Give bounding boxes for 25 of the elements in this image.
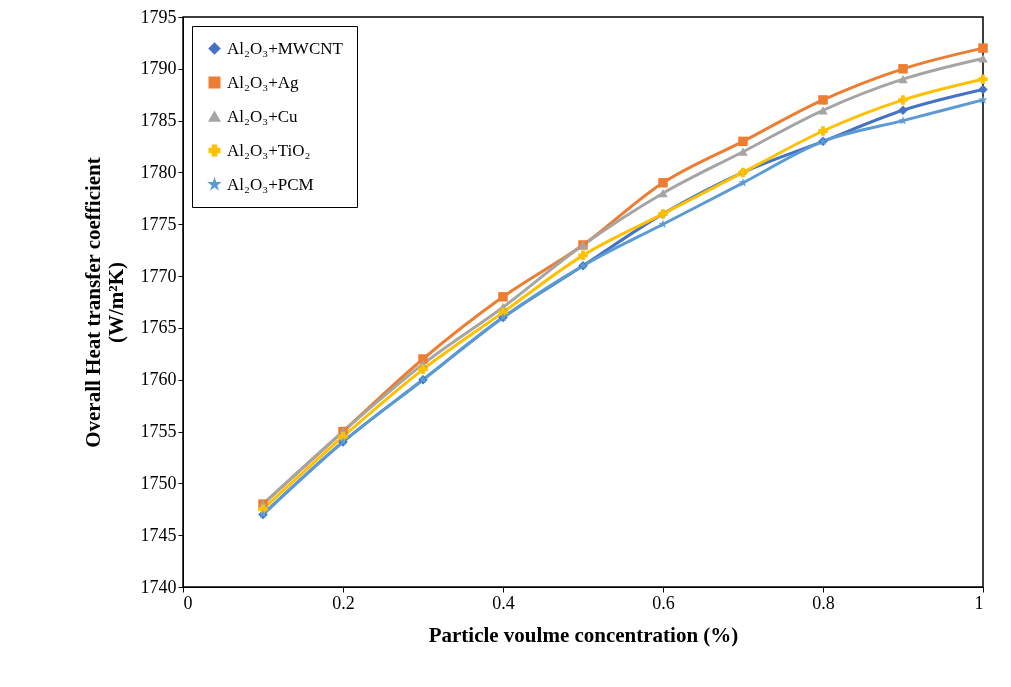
y-tick-label: 1780 (140, 161, 177, 182)
y-tick-label: 1770 (140, 265, 177, 286)
x-tick-label: 0.8 (812, 592, 835, 613)
y-tick-label: 1795 (140, 6, 177, 27)
y-tick-label: 1750 (140, 472, 177, 493)
legend-label: Al₂O₃+Cu (227, 106, 299, 126)
legend-label: Al₂O₃+MWCNT (227, 38, 344, 58)
x-tick-label: 0 (183, 592, 193, 613)
y-tick-label: 1790 (140, 58, 177, 79)
legend-label: Al₂O₃+PCM (227, 174, 314, 194)
y-tick-label: 1745 (140, 524, 177, 545)
legend-label: Al₂O₃+TiO₂ (227, 140, 311, 160)
y-tick-label: 1775 (140, 213, 177, 234)
x-tick-label: 0.2 (332, 592, 355, 613)
x-axis-title: Particle voulme concentration (%) (428, 622, 739, 647)
y-tick-label: 1740 (140, 576, 177, 597)
x-tick-label: 0.4 (492, 592, 515, 613)
x-tick-label: 1 (974, 592, 984, 613)
y-tick-label: 1765 (140, 317, 177, 338)
y-axis-title: Overall Heat transfer coefficient (W/m²K) (80, 157, 128, 448)
x-tick-label: 0.6 (652, 592, 675, 613)
legend-label: Al₂O₃+Ag (227, 72, 299, 92)
y-tick-label: 1760 (140, 369, 177, 390)
y-tick-label: 1785 (140, 110, 177, 131)
y-tick-label: 1755 (140, 421, 177, 442)
